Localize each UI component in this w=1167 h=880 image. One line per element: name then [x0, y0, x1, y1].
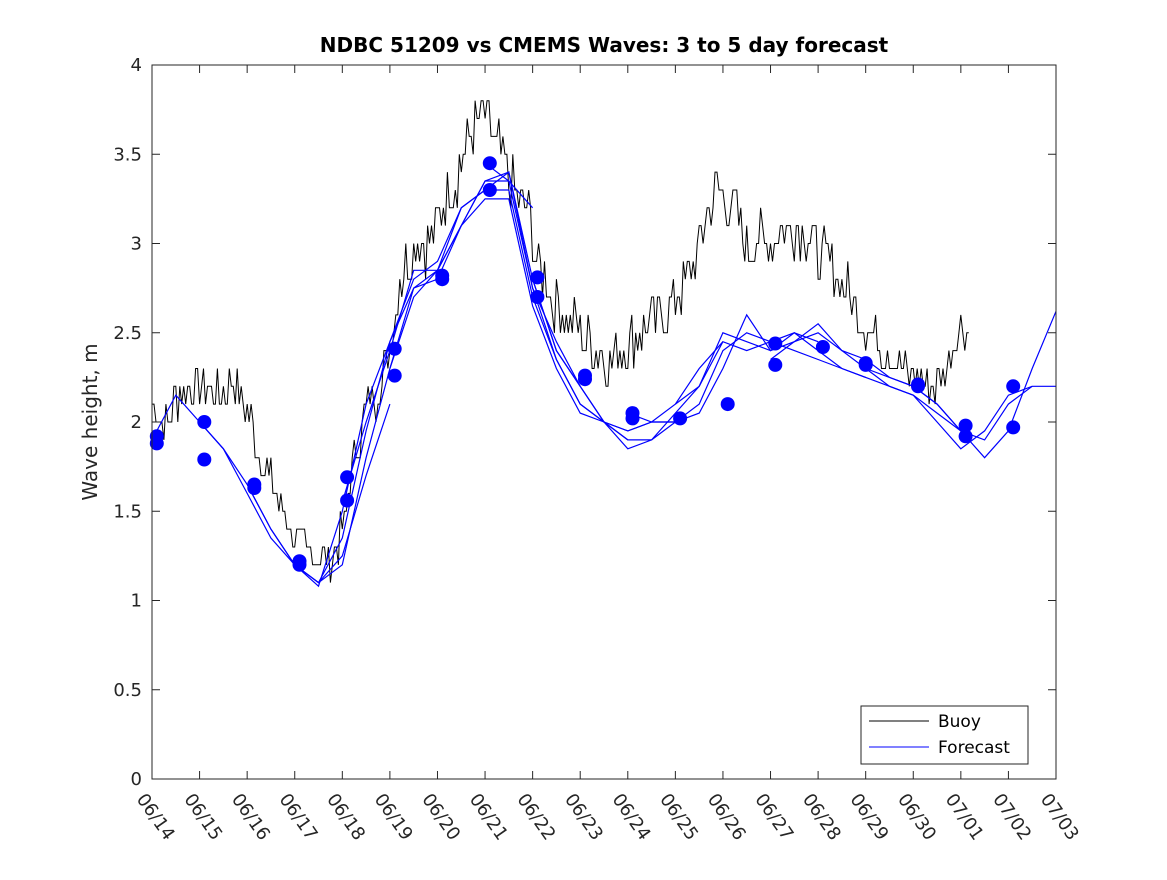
forecast-marker — [720, 397, 735, 412]
y-tick-label: 0 — [131, 769, 142, 790]
forecast-marker — [1006, 420, 1021, 435]
forecast-marker — [340, 470, 355, 485]
y-tick-label: 4 — [131, 55, 142, 76]
forecast-marker — [482, 156, 497, 171]
y-tick-label: 2.5 — [113, 323, 142, 344]
forecast-line — [865, 311, 1057, 459]
y-axis-label: Wave height, m — [78, 343, 102, 500]
legend: Buoy Forecast — [860, 705, 1029, 765]
forecast-marker — [387, 341, 402, 356]
forecast-marker — [768, 336, 783, 351]
y-tick-label: 1.5 — [113, 501, 142, 522]
forecast-marker — [247, 481, 262, 495]
forecast-marker — [482, 183, 497, 197]
forecast-marker — [625, 411, 640, 426]
forecast-marker — [197, 452, 212, 467]
y-tick-label: 3.5 — [113, 144, 142, 165]
y-tick-label: 0.5 — [113, 680, 142, 701]
y-tick-label: 3 — [131, 234, 142, 255]
y-tick-label: 2 — [131, 412, 142, 433]
forecast-marker — [387, 368, 402, 383]
legend-forecast-label: Forecast — [938, 738, 1010, 758]
forecast-marker — [815, 340, 830, 354]
forecast-marker — [673, 411, 688, 426]
forecast-line — [675, 340, 1033, 450]
forecast-marker — [911, 379, 925, 394]
buoy-series-layer — [152, 100, 969, 583]
buoy-line — [152, 100, 969, 583]
forecast-marker — [340, 493, 355, 508]
forecast-marker — [197, 415, 212, 429]
forecast-marker — [530, 270, 545, 285]
legend-box — [860, 705, 1029, 765]
forecast-marker — [149, 436, 164, 451]
forecast-marker — [435, 272, 450, 287]
chart-title: NDBC 51209 vs CMEMS Waves: 3 to 5 day fo… — [320, 33, 889, 57]
forecast-marker — [768, 357, 783, 372]
y-tick-label: 1 — [131, 591, 142, 612]
forecast-marker — [958, 429, 973, 444]
y-axis: 0 0.5 1 1.5 2 2.5 3 3.5 4 — [113, 55, 1056, 790]
legend-buoy-label: Buoy — [938, 712, 981, 732]
forecast-marker — [1006, 379, 1021, 394]
forecast-marker — [530, 290, 545, 304]
forecast-marker — [578, 372, 592, 387]
forecast-marker — [958, 418, 973, 433]
forecast-markers-layer — [149, 156, 1021, 572]
forecast-line — [389, 198, 724, 432]
forecast-marker — [292, 557, 307, 572]
forecast-marker — [858, 357, 873, 372]
